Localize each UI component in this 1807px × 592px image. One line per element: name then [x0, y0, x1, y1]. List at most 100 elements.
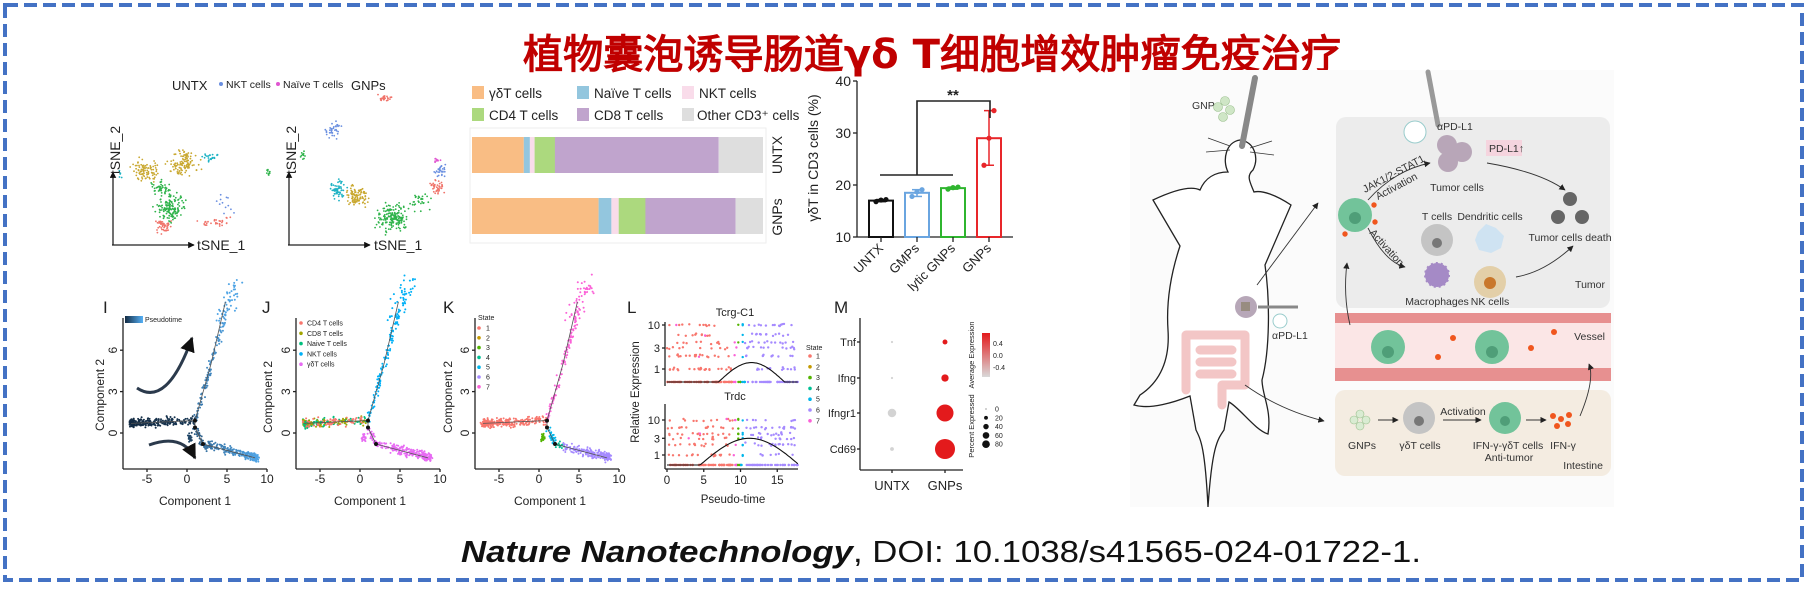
scatter-point — [564, 451, 567, 453]
scatter-point — [429, 453, 431, 456]
scatter-point — [363, 416, 366, 418]
scatter-point — [394, 205, 397, 207]
scatter-point — [390, 339, 393, 342]
scatter-point — [593, 455, 596, 458]
scatter-point — [351, 190, 354, 193]
scatter-point — [793, 427, 797, 430]
color-legend-tick: -0.4 — [993, 365, 1005, 372]
scatter-point — [257, 456, 260, 459]
scatter-point — [141, 177, 144, 180]
scatter-point — [383, 95, 385, 97]
scatter-point — [249, 457, 252, 460]
x-tick-label: 5 — [224, 472, 231, 486]
scatter-point — [356, 421, 359, 423]
scatter-point — [778, 426, 781, 429]
scatter-point — [713, 354, 716, 357]
scatter-point — [774, 333, 777, 336]
scatter-point — [723, 380, 726, 384]
scatter-point — [413, 210, 416, 213]
scatter-point — [749, 427, 752, 430]
scatter-point — [153, 423, 156, 426]
scatter-point — [142, 418, 145, 421]
scatter-point — [335, 128, 337, 131]
fitted-curve — [667, 437, 799, 466]
scatter-point — [177, 163, 179, 166]
scatter-point — [416, 448, 419, 451]
scatter-point — [169, 208, 172, 210]
scatter-point — [380, 99, 383, 102]
scatter-point — [575, 298, 578, 300]
scatter-point — [774, 463, 777, 467]
gene-label: Ifngr1 — [828, 408, 856, 420]
scatter-point — [179, 195, 182, 198]
scatter-point — [578, 448, 581, 451]
scatter-point — [490, 425, 492, 428]
scatter-point — [168, 418, 171, 421]
scatter-point — [204, 220, 207, 223]
scatter-point — [365, 192, 367, 195]
scatter-point — [164, 190, 167, 193]
scatter-point — [377, 221, 380, 223]
scatter-point — [414, 196, 417, 199]
scatter-point — [422, 202, 425, 204]
composition-chart: γδT cells Naïve T cells NKT cells CD4 T … — [469, 86, 800, 244]
scatter-point — [525, 424, 528, 426]
scatter-point — [159, 220, 162, 223]
scatter-point — [607, 457, 610, 460]
scatter-point — [155, 174, 158, 176]
scatter-point — [145, 171, 148, 174]
scatter-point — [759, 436, 763, 440]
scatter-point — [137, 178, 140, 181]
legend-dot-nkt — [219, 82, 223, 86]
scatter-point — [300, 154, 303, 157]
activation-label: Activation — [1440, 406, 1486, 418]
scatter-point — [142, 168, 145, 170]
scatter-point — [394, 215, 397, 218]
scatter-point — [697, 367, 700, 370]
scatter-point — [231, 449, 234, 452]
size-legend-dot — [984, 415, 988, 420]
scatter-point — [389, 349, 391, 352]
tsne-untx-xlabel: tSNE_1 — [197, 237, 245, 253]
scatter-point — [590, 287, 593, 290]
scatter-point — [152, 177, 155, 180]
scatter-point — [706, 432, 709, 436]
scatter-point — [421, 198, 424, 200]
scatter-point — [154, 164, 157, 167]
scatter-point — [229, 445, 232, 447]
scatter-point — [213, 219, 216, 222]
scatter-point — [330, 423, 333, 426]
scatter-point — [156, 231, 159, 234]
size-legend-dot — [983, 423, 989, 430]
scatter-point — [751, 418, 755, 422]
scatter-point — [693, 368, 696, 371]
scatter-point — [437, 191, 439, 193]
scatter-point — [398, 215, 401, 218]
scatter-point — [385, 363, 388, 366]
scatter-point — [741, 453, 744, 457]
scatter-point — [183, 207, 186, 210]
scatter-point — [215, 219, 218, 221]
scatter-point — [204, 153, 207, 156]
scatter-point — [189, 160, 192, 163]
scatter-point — [336, 192, 338, 195]
scatter-point — [247, 451, 250, 453]
scatter-point — [409, 288, 412, 291]
scatter-point — [325, 131, 328, 134]
scatter-point — [220, 444, 222, 446]
scatter-point — [576, 287, 579, 290]
scatter-point — [163, 208, 166, 210]
scatter-point — [219, 198, 222, 201]
scatter-point — [549, 426, 552, 429]
scatter-point — [171, 417, 174, 420]
scatter-point — [777, 332, 781, 335]
scatter-point — [370, 430, 373, 433]
category-label-untx: UNTX — [769, 135, 785, 174]
scatter-point — [685, 454, 689, 457]
scatter-point — [787, 463, 790, 467]
scatter-point — [144, 426, 147, 429]
scatter-point — [161, 225, 164, 228]
scatter-point — [387, 228, 390, 231]
scatter-point — [329, 418, 332, 421]
x-tick-label: 10 — [433, 472, 447, 486]
